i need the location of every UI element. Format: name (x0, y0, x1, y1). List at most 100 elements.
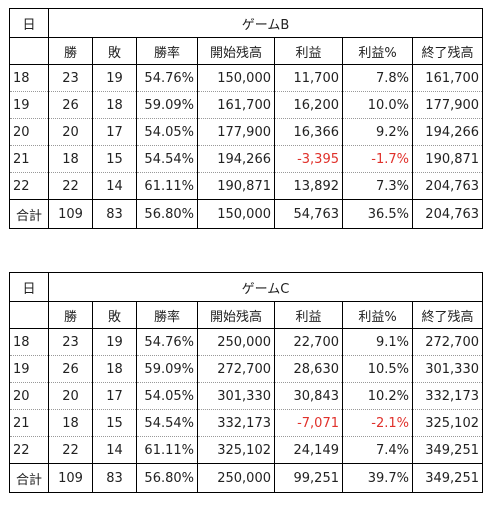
rate-cell: 61.11% (136, 436, 198, 464)
column-header-row: 勝敗勝率 開始残高 利益 利益% 終了残高 (9, 301, 483, 329)
start-cell: 150,000 (197, 64, 275, 92)
blank-header-cell (9, 37, 49, 65)
wins-header: 勝 (48, 301, 93, 329)
pct-cell: 7.8% (342, 64, 413, 92)
total-wins-cell: 109 (48, 463, 93, 493)
profit-cell: 28,630 (274, 355, 343, 383)
end-cell: 349,251 (412, 436, 483, 464)
game-c-table: 日ゲームC 勝敗勝率 開始残高 利益 利益% 終了残高 18 23 19 54.76% 250,00… (9, 272, 483, 493)
day-cell: 22 (9, 172, 49, 200)
table-row: 19 26 18 59.09% 272,700 28,630 10.5% 301,330 (9, 355, 483, 383)
wins-cell: 20 (48, 118, 93, 146)
table-row: 21 18 15 54.54% 194,266 -3,395 -1.7% 190,871 (9, 145, 484, 173)
total-losses-cell: 83 (92, 199, 137, 229)
total-rate-cell: 56.80% (136, 199, 198, 229)
wins-cell: 22 (48, 436, 93, 464)
pct-cell: 9.1% (342, 328, 413, 356)
total-profit-cell: 54,763 (274, 199, 343, 229)
start-cell: 301,330 (197, 382, 275, 410)
losses-cell: 17 (92, 118, 137, 146)
blank-header-cell (9, 301, 49, 329)
losses-cell: 14 (92, 172, 137, 200)
game-b-table: 日ゲームB 勝敗勝率 開始残高 利益 利益% 終了残高 18 23 19 54.76% 150,00… (9, 8, 484, 229)
pct-cell: -1.7% (342, 145, 413, 173)
losses-cell: 19 (92, 64, 137, 92)
pct-cell: 10.0% (342, 91, 413, 119)
table-row: 18 23 19 54.76% 250,000 22,700 9.1% 272,700 (9, 328, 483, 356)
losses-cell: 15 (92, 409, 137, 437)
profit-cell: -3,395 (274, 145, 343, 173)
profit-cell: 16,200 (274, 91, 343, 119)
end-cell: 161,700 (411, 64, 484, 92)
pct-cell: 10.2% (342, 382, 413, 410)
wins-header: 勝 (48, 37, 93, 65)
table-title: ゲームB (47, 8, 484, 38)
profit-cell: 11,700 (274, 64, 343, 92)
pct-header: 利益% (342, 301, 413, 329)
start-cell: 190,871 (197, 172, 275, 200)
day-cell: 20 (9, 118, 49, 146)
table-title: ゲームC (48, 272, 483, 302)
start-cell: 325,102 (197, 436, 275, 464)
pct-cell: 9.2% (342, 118, 413, 146)
losses-header: 敗 (92, 37, 137, 65)
total-pct-cell: 36.5% (342, 199, 413, 229)
total-end-cell: 349,251 (412, 463, 483, 493)
day-cell: 20 (9, 382, 49, 410)
start-cell: 250,000 (197, 328, 275, 356)
total-start-cell: 250,000 (197, 463, 275, 493)
rate-cell: 59.09% (136, 355, 198, 383)
total-wins-cell: 109 (48, 199, 93, 229)
total-label-cell: 合計 (9, 199, 49, 229)
profit-cell: 13,892 (274, 172, 343, 200)
profit-header: 利益 (274, 37, 343, 65)
profit-cell: 16,366 (274, 118, 343, 146)
pct-cell: 7.4% (342, 436, 413, 464)
end-header: 終了残高 (412, 301, 483, 329)
total-row: 合計 109 83 56.80% 150,000 54,763 36.5% 204,763 (9, 199, 484, 229)
pct-header: 利益% (342, 37, 413, 65)
total-pct-cell: 39.7% (342, 463, 413, 493)
table-title-row: 日ゲームC (9, 272, 483, 302)
day-header-cell: 日 (9, 272, 49, 302)
wins-cell: 26 (48, 91, 93, 119)
table-row: 18 23 19 54.76% 150,000 11,700 7.8% 161,700 (9, 64, 484, 92)
rate-cell: 54.76% (136, 64, 198, 92)
start-cell: 161,700 (197, 91, 275, 119)
total-losses-cell: 83 (92, 463, 137, 493)
table-title-row: 日ゲームB (9, 8, 484, 38)
table-row: 20 20 17 54.05% 301,330 30,843 10.2% 332,173 (9, 382, 483, 410)
rate-cell: 54.54% (136, 145, 198, 173)
day-cell: 22 (9, 436, 49, 464)
profit-cell: 30,843 (274, 382, 343, 410)
total-end-cell: 204,763 (411, 199, 484, 229)
pct-cell: 10.5% (342, 355, 413, 383)
day-cell: 18 (9, 64, 49, 92)
profit-cell: 24,149 (274, 436, 343, 464)
table-row: 21 18 15 54.54% 332,173 -7,071 -2.1% 325,102 (9, 409, 483, 437)
total-row: 合計 109 83 56.80% 250,000 99,251 39.7% 349,251 (9, 463, 483, 493)
rate-cell: 54.76% (136, 328, 198, 356)
profit-cell: 22,700 (274, 328, 343, 356)
losses-cell: 19 (92, 328, 137, 356)
start-cell: 272,700 (197, 355, 275, 383)
pct-cell: 7.3% (342, 172, 413, 200)
end-cell: 301,330 (412, 355, 483, 383)
wins-cell: 20 (48, 382, 93, 410)
table-row: 22 22 14 61.11% 190,871 13,892 7.3% 204,763 (9, 172, 484, 200)
total-start-cell: 150,000 (197, 199, 275, 229)
start-cell: 332,173 (197, 409, 275, 437)
total-profit-cell: 99,251 (274, 463, 343, 493)
rate-cell: 54.54% (136, 409, 198, 437)
end-cell: 325,102 (412, 409, 483, 437)
day-cell: 19 (9, 355, 49, 383)
losses-cell: 17 (92, 382, 137, 410)
end-cell: 332,173 (412, 382, 483, 410)
profit-cell: -7,071 (274, 409, 343, 437)
rate-cell: 59.09% (136, 91, 198, 119)
day-header-cell: 日 (9, 8, 49, 38)
day-cell: 18 (9, 328, 49, 356)
total-label-cell: 合計 (9, 463, 49, 493)
column-header-row: 勝敗勝率 開始残高 利益 利益% 終了残高 (9, 37, 484, 65)
table-row: 22 22 14 61.11% 325,102 24,149 7.4% 349,251 (9, 436, 483, 464)
